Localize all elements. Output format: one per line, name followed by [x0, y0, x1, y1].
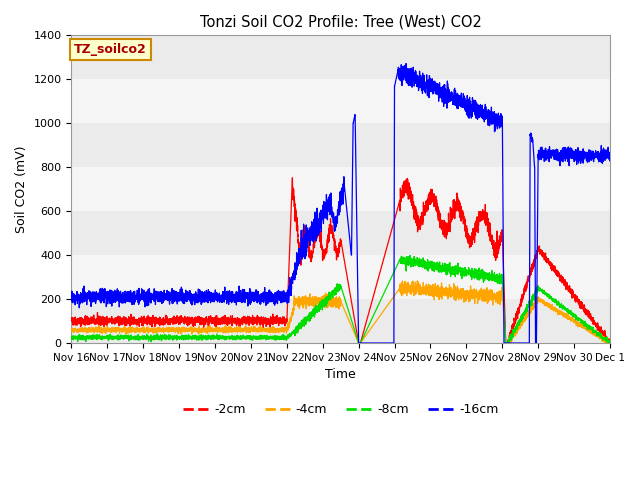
Bar	[72, 167, 610, 211]
Bar	[72, 299, 610, 343]
Text: TZ_soilco2: TZ_soilco2	[74, 43, 147, 56]
Bar	[72, 123, 610, 167]
Bar	[72, 255, 610, 299]
Legend: -2cm, -4cm, -8cm, -16cm: -2cm, -4cm, -8cm, -16cm	[178, 398, 503, 421]
X-axis label: Time: Time	[325, 368, 356, 381]
Bar	[72, 36, 610, 79]
Bar	[72, 79, 610, 123]
Bar	[72, 211, 610, 255]
Y-axis label: Soil CO2 (mV): Soil CO2 (mV)	[15, 145, 28, 233]
Title: Tonzi Soil CO2 Profile: Tree (West) CO2: Tonzi Soil CO2 Profile: Tree (West) CO2	[200, 15, 482, 30]
